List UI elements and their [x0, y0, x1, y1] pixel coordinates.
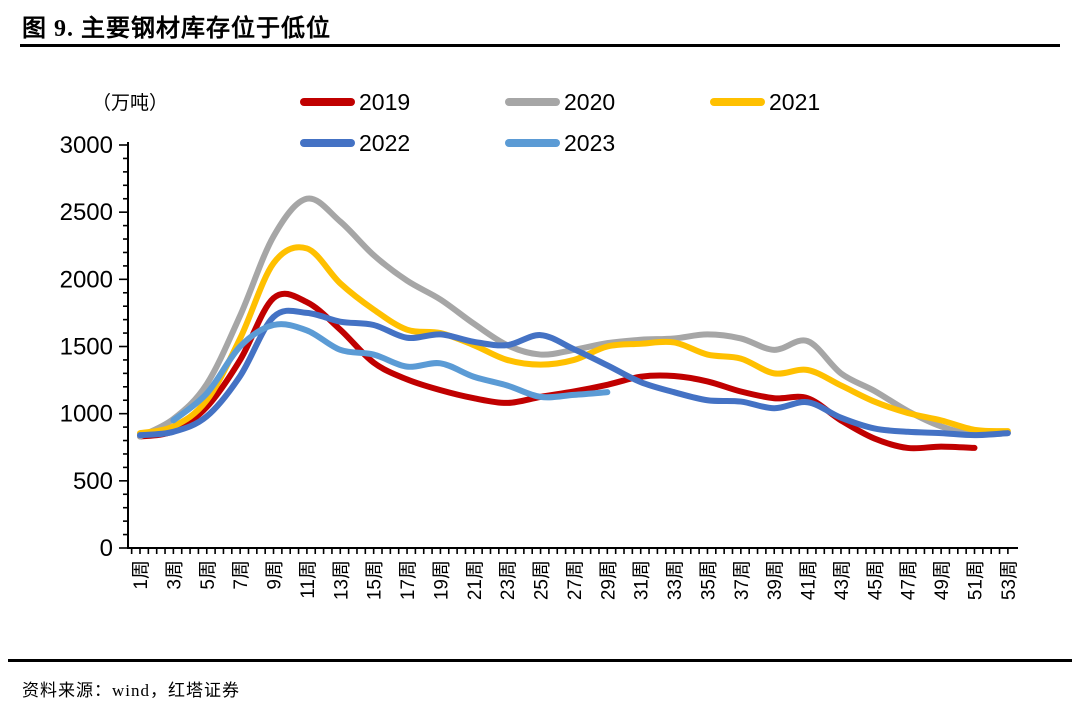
legend-swatch-2022 — [300, 139, 355, 147]
svg-text:21周: 21周 — [465, 560, 486, 600]
legend-item-2019: 2019 — [300, 89, 410, 115]
legend-swatch-2019 — [300, 98, 355, 106]
legend-swatch-2020 — [505, 98, 560, 106]
svg-text:2000: 2000 — [60, 266, 113, 293]
svg-text:47周: 47周 — [899, 560, 920, 600]
svg-text:9周: 9周 — [265, 560, 286, 590]
footer-divider — [8, 659, 1072, 662]
legend-item-2021: 2021 — [710, 89, 820, 115]
svg-text:41周: 41周 — [799, 560, 820, 600]
series-2023 — [170, 321, 611, 424]
y-axis-ticks — [119, 144, 128, 549]
legend-label-2022: 2022 — [359, 129, 411, 156]
series-2021 — [137, 244, 1011, 437]
x-axis-ticks — [130, 548, 1009, 554]
svg-text:500: 500 — [73, 468, 113, 495]
svg-text:33周: 33周 — [665, 560, 686, 600]
svg-text:43周: 43周 — [832, 560, 853, 600]
legend-item-2020: 2020 — [505, 89, 615, 115]
svg-text:1500: 1500 — [60, 334, 113, 361]
svg-text:0: 0 — [100, 535, 113, 562]
legend-swatch-2021 — [710, 98, 765, 106]
svg-text:5周: 5周 — [198, 560, 219, 590]
svg-text:13周: 13周 — [331, 560, 352, 600]
svg-text:31周: 31周 — [632, 560, 653, 600]
page-title: 图 9. 主要钢材库存位于低位 — [22, 16, 331, 42]
svg-text:37周: 37周 — [732, 560, 753, 600]
svg-text:25周: 25周 — [532, 560, 553, 600]
svg-text:3周: 3周 — [164, 560, 185, 590]
svg-text:35周: 35周 — [698, 560, 719, 600]
svg-text:1周: 1周 — [131, 560, 152, 590]
series-2022 — [137, 307, 1011, 439]
x-axis-labels: 1周 3周 5周 7周 9周 11周 13周 15周 17周 19周 21周 23周 25周 27周 29周… — [131, 560, 1020, 600]
svg-text:2500: 2500 — [60, 199, 113, 226]
svg-text:51周: 51周 — [966, 560, 987, 600]
svg-text:23周: 23周 — [498, 560, 519, 600]
svg-text:49周: 49周 — [932, 560, 953, 600]
legend-label-2021: 2021 — [769, 88, 821, 115]
legend-item-2022: 2022 — [300, 130, 410, 156]
svg-text:15周: 15周 — [365, 560, 386, 600]
svg-text:17周: 17周 — [398, 560, 419, 600]
svg-text:29周: 29周 — [598, 560, 619, 600]
legend-label-2023: 2023 — [564, 129, 616, 156]
legend-label-2019: 2019 — [359, 88, 411, 115]
svg-text:11周: 11周 — [298, 560, 319, 599]
y-axis-unit-label: （万吨） — [92, 93, 169, 114]
legend-swatch-2023 — [505, 139, 560, 147]
svg-text:7周: 7周 — [231, 560, 252, 590]
series-2019 — [137, 290, 978, 452]
svg-text:19周: 19周 — [431, 560, 452, 600]
y-axis-labels: 0 500 1000 1500 2000 2500 3000 — [60, 132, 113, 562]
svg-text:53周: 53周 — [999, 560, 1020, 600]
svg-text:27周: 27周 — [565, 560, 586, 600]
svg-text:45周: 45周 — [865, 560, 886, 600]
svg-text:1000: 1000 — [60, 401, 113, 428]
legend-label-2020: 2020 — [564, 88, 616, 115]
title-divider — [20, 44, 1060, 47]
legend-item-2023: 2023 — [505, 130, 615, 156]
svg-text:3000: 3000 — [60, 132, 113, 159]
svg-text:39周: 39周 — [765, 560, 786, 600]
data-source-note: 资料来源：wind，红塔证券 — [22, 681, 240, 700]
